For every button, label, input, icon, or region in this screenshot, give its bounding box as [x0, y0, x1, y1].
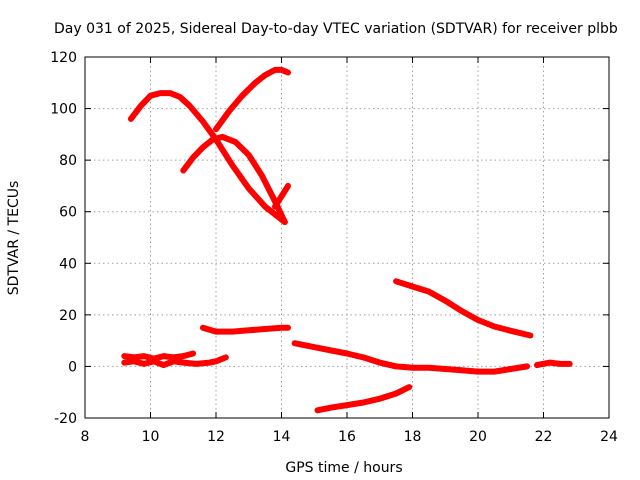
y-tick-label: 60 — [59, 205, 77, 221]
y-tick-label: 80 — [59, 153, 77, 169]
axis-ticks: 8 10 12 14 16 18 20 22 24 -20 0 20 40 60 80 100 120 — [50, 50, 618, 445]
x-tick-label: 24 — [600, 429, 618, 445]
x-tick-label: 10 — [142, 429, 160, 445]
series-arc-7 — [121, 350, 197, 362]
y-tick-label: 100 — [50, 102, 77, 118]
series-arc-5 — [393, 278, 534, 339]
series-arc-9 — [291, 340, 531, 375]
series-arc-3 — [213, 66, 291, 133]
y-tick-label: 120 — [50, 50, 77, 66]
chart-title: Day 031 of 2025, Sidereal Day-to-day VTE… — [54, 21, 618, 37]
x-tick-label: 12 — [207, 429, 225, 445]
series-arc-8 — [121, 354, 229, 369]
x-tick-label: 22 — [535, 429, 553, 445]
x-tick-label: 14 — [273, 429, 291, 445]
x-tick-label: 20 — [469, 429, 487, 445]
y-tick-label: 40 — [59, 256, 77, 272]
series-arc-1 — [127, 90, 288, 225]
series-layer — [121, 66, 573, 414]
series-arc-6 — [199, 324, 291, 335]
series-arc-10 — [534, 359, 573, 369]
x-tick-label: 18 — [404, 429, 422, 445]
x-tick-label: 8 — [81, 429, 90, 445]
y-tick-label: 0 — [68, 359, 77, 375]
x-tick-label: 16 — [338, 429, 356, 445]
series-arc-2 — [180, 133, 288, 225]
x-axis-label: GPS time / hours — [285, 460, 402, 476]
series-arc-4 — [272, 182, 291, 210]
y-tick-label: -20 — [54, 411, 77, 427]
series-arc-11 — [314, 384, 413, 414]
y-tick-label: 20 — [59, 308, 77, 324]
grid — [85, 57, 609, 418]
y-axis-label: SDTVAR / TECUs — [6, 181, 22, 296]
